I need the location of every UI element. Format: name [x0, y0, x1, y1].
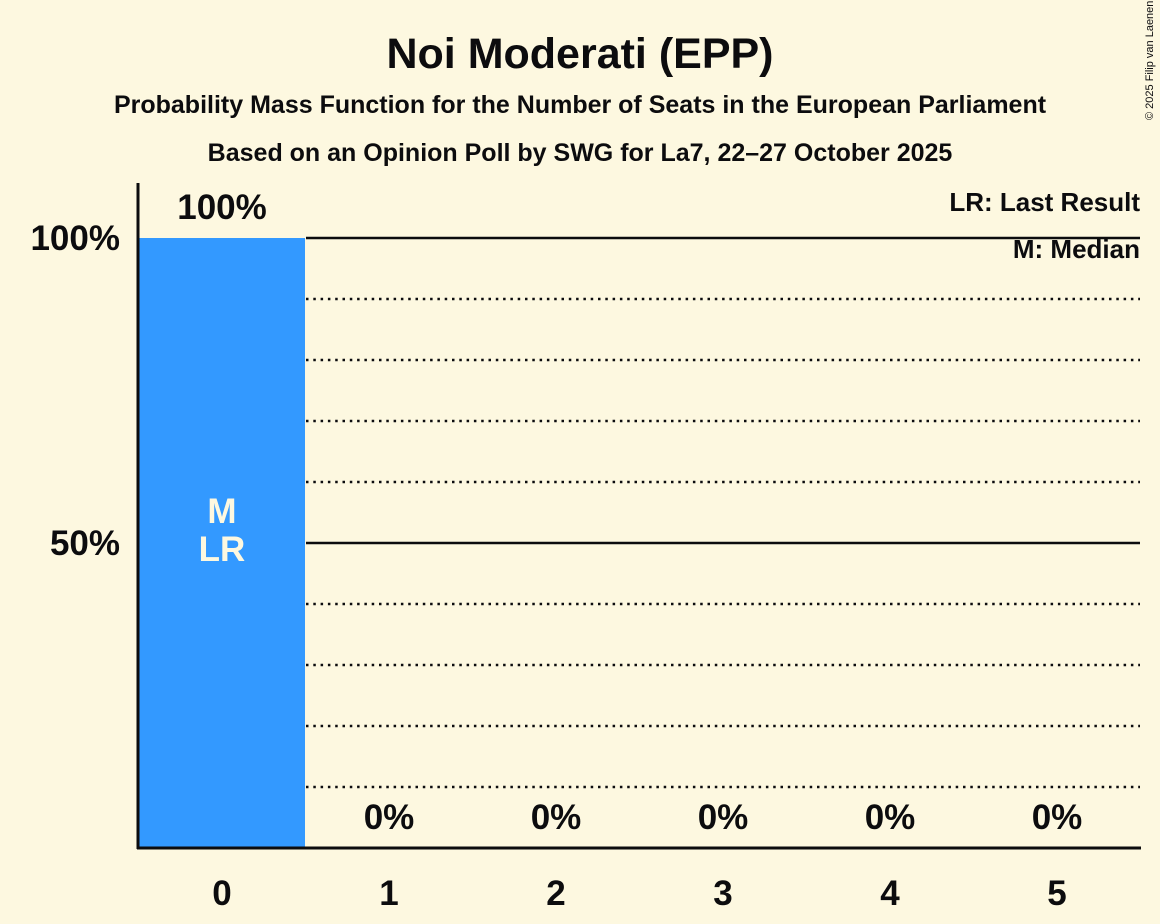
xtick-2: 2 [546, 874, 565, 913]
xtick-0: 0 [212, 874, 231, 913]
chart-title: Noi Moderati (EPP) [386, 30, 773, 78]
value-label-5: 0% [1032, 798, 1083, 837]
ytick-100: 100% [30, 219, 120, 258]
value-label-3: 0% [698, 798, 749, 837]
value-label-1: 0% [364, 798, 415, 837]
last-result-marker: LR [199, 530, 246, 569]
legend-median: M: Median [1013, 234, 1140, 264]
copyright-note: © 2025 Filip van Laenen [1144, 1, 1156, 120]
chart-poll-source: Based on an Opinion Poll by SWG for La7,… [208, 139, 953, 167]
value-label-4: 0% [865, 798, 916, 837]
xtick-3: 3 [713, 874, 732, 913]
bar-seats-0 [139, 238, 305, 848]
value-label-2: 0% [531, 798, 582, 837]
chart-subtitle: Probability Mass Function for the Number… [114, 91, 1047, 119]
xtick-4: 4 [880, 874, 900, 913]
xtick-5: 5 [1047, 874, 1066, 913]
ytick-50: 50% [50, 524, 120, 563]
median-marker: M [207, 492, 236, 531]
legend-last-result: LR: Last Result [949, 187, 1140, 217]
xtick-1: 1 [379, 874, 398, 913]
value-label-0: 100% [177, 188, 267, 227]
